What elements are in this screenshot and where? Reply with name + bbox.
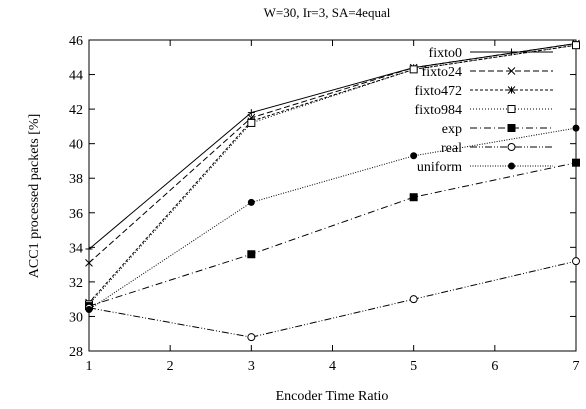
series-line	[88, 44, 577, 305]
y-tick-label: 38	[69, 172, 83, 187]
data-point	[572, 257, 580, 266]
x-tick-label: 2	[167, 359, 174, 374]
series-line	[88, 43, 577, 250]
y-tick-label: 46	[69, 34, 83, 49]
y-tick-label: 44	[69, 69, 83, 84]
chart-title: W=30, Ir=3, SA=4equal	[264, 5, 391, 20]
series-lines	[85, 39, 580, 342]
data-point	[572, 158, 580, 167]
series-line	[88, 43, 577, 264]
plot-frame	[88, 39, 577, 352]
series-line	[88, 127, 577, 310]
y-tick-label: 36	[69, 207, 83, 222]
legend-label: real	[441, 141, 462, 156]
series-line	[88, 162, 577, 307]
series-exp	[85, 158, 580, 311]
legend-label: fixto24	[422, 65, 462, 80]
legend-label: uniform	[417, 160, 462, 175]
data-point	[410, 152, 418, 160]
data-point	[409, 65, 418, 74]
y-tick-label: 32	[69, 276, 83, 291]
data-point	[85, 306, 93, 314]
legend-marker	[507, 67, 516, 75]
x-axis-label: Encoder Time Ratio	[276, 389, 389, 404]
data-point	[247, 118, 256, 127]
legend-label: fixto472	[415, 84, 462, 99]
y-tick-label: 28	[69, 345, 83, 360]
data-point	[247, 109, 255, 117]
series-line	[88, 260, 577, 338]
data-point	[572, 41, 580, 50]
legend-marker	[508, 162, 515, 170]
legend-label: fixto984	[415, 103, 462, 118]
legend: fixto0 fixto24 fixto472 fixto984 exp real unif…	[415, 46, 553, 175]
legend-marker	[508, 48, 515, 56]
data-point	[247, 333, 256, 342]
y-axis-label: ACC1 processed packets [%]	[27, 114, 42, 278]
legend-label: fixto0	[429, 46, 462, 61]
data-point	[85, 259, 93, 267]
data-point	[247, 250, 256, 259]
y-tick-label: 42	[69, 103, 83, 118]
y-tick-label: 30	[69, 310, 83, 325]
series-uniform	[85, 124, 580, 314]
y-tick-label: 34	[69, 241, 83, 256]
data-point	[247, 198, 255, 206]
series-line	[88, 44, 577, 303]
series-fixto0	[85, 39, 580, 253]
y-tick-label: 40	[69, 138, 83, 153]
series-real	[85, 257, 580, 342]
legend-marker	[507, 105, 516, 113]
x-tick-label: 5	[410, 359, 417, 374]
data-point	[85, 245, 93, 253]
series-fixto24	[85, 39, 580, 267]
data-point	[409, 295, 418, 304]
legend-marker	[507, 143, 516, 151]
x-tick-label: 3	[248, 359, 255, 374]
series-fixto472	[85, 41, 580, 307]
data-point	[409, 193, 418, 202]
legend-marker	[507, 86, 516, 94]
x-tick-label: 4	[329, 359, 336, 374]
x-tick-label: 7	[573, 359, 580, 374]
legend-label: exp	[442, 122, 462, 137]
x-tick-label: 6	[491, 359, 498, 374]
series-fixto984	[85, 41, 580, 309]
x-tick-label: 1	[86, 359, 93, 374]
legend-marker	[507, 124, 516, 132]
data-point	[572, 124, 580, 132]
